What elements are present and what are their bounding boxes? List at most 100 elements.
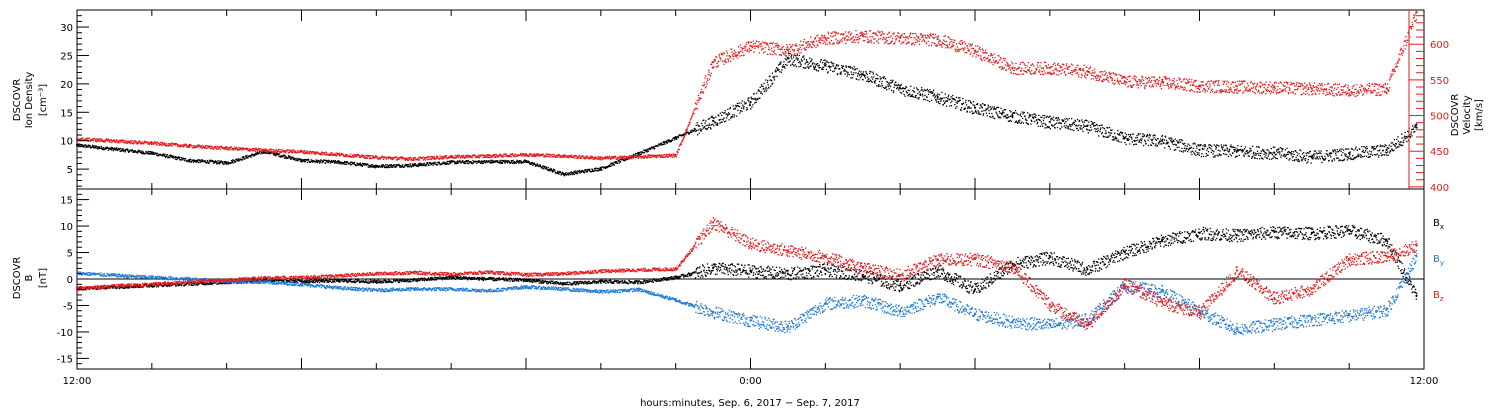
scatter-mark-ion-density <box>747 99 749 101</box>
scatter-mark-ion-density <box>1361 146 1363 148</box>
data-point-velocity-33 <box>1310 87 1313 90</box>
scatter-mark-velocity <box>118 139 120 141</box>
scatter-mark-velocity <box>664 156 666 158</box>
scatter-mark-velocity <box>552 153 554 156</box>
scatter-mark-velocity <box>77 137 79 140</box>
scatter-mark-velocity <box>701 89 703 91</box>
scatter-mark-ion-density <box>1356 149 1358 151</box>
scatter-mark-velocity <box>540 154 542 156</box>
scatter-mark-velocity <box>484 156 487 158</box>
scatter-mark-velocity <box>722 52 724 54</box>
scatter-mark-ion-density <box>306 159 308 161</box>
scatter-mark-ion-density <box>528 161 530 163</box>
scatter-mark-ion-density <box>1295 156 1297 159</box>
scatter-mark-velocity <box>582 157 584 159</box>
scatter-mark-velocity <box>772 54 774 56</box>
scatter-mark-velocity <box>751 47 753 49</box>
scatter-mark-ion-density <box>289 158 292 160</box>
scatter-mark-ion-density <box>1147 144 1150 147</box>
scatter-mark-ion-density <box>754 102 756 104</box>
scatter-mark-velocity <box>309 153 311 155</box>
scatter-mark-velocity <box>758 45 760 47</box>
scatter-mark-velocity <box>444 157 447 159</box>
scatter-mark-velocity <box>474 156 477 159</box>
scatter-mark-ion-density <box>85 145 87 147</box>
scatter-mark-ion-density <box>687 132 689 134</box>
scatter-mark-ion-density <box>480 161 482 163</box>
scatter-mark-ion-density <box>373 165 375 167</box>
scatter-mark-ion-density <box>359 162 361 164</box>
scatter-mark-ion-density <box>1206 154 1208 156</box>
scatter-mark-ion-density <box>904 95 906 97</box>
scatter-mark-velocity <box>239 148 241 151</box>
scatter-mark-ion-density <box>138 151 140 153</box>
scatter-mark-ion-density <box>387 165 389 168</box>
scatter-mark-ion-density <box>770 80 773 82</box>
scatter-mark-velocity <box>728 55 731 57</box>
scatter-mark-ion-density <box>1293 151 1295 153</box>
scatter-mark-ion-density <box>1102 126 1104 129</box>
scatter-mark-velocity <box>356 155 358 157</box>
scatter-mark-ion-density <box>1145 136 1148 138</box>
scatter-mark-velocity <box>191 145 193 147</box>
scatter-mark-velocity <box>128 140 130 143</box>
scatter-mark-ion-density <box>874 82 876 84</box>
scatter-mark-ion-density <box>1256 158 1258 160</box>
scatter-mark-ion-density <box>1394 144 1396 146</box>
scatter-mark-velocity <box>308 152 310 154</box>
scatter-mark-velocity <box>685 129 687 132</box>
scatter-mark-velocity <box>695 103 697 105</box>
scatter-mark-ion-density <box>1313 155 1315 157</box>
scatter-mark-ion-density <box>922 95 924 97</box>
scatter-mark-velocity <box>261 150 263 152</box>
scatter-mark-ion-density <box>681 135 683 137</box>
scatter-mark-ion-density <box>82 144 84 146</box>
scatter-mark-ion-density <box>875 78 877 80</box>
scatter-mark-ion-density <box>877 85 879 87</box>
scatter-mark-ion-density <box>447 160 449 163</box>
scatter-mark-velocity <box>422 156 424 158</box>
scatter-mark-ion-density <box>1022 122 1025 124</box>
scatter-mark-ion-density <box>966 110 968 112</box>
scatter-mark-velocity <box>743 45 746 48</box>
scatter-mark-ion-density <box>233 160 235 162</box>
scatter-mark-ion-density <box>406 164 408 166</box>
scatter-mark-ion-density <box>1328 152 1331 155</box>
scatter-mark-ion-density <box>119 147 122 150</box>
scatter-mark-velocity <box>445 155 447 158</box>
scatter-mark-ion-density <box>511 160 513 162</box>
scatter-mark-ion-density <box>1040 121 1042 123</box>
scatter-mark-ion-density <box>964 107 966 109</box>
scatter-mark-ion-density <box>550 168 553 170</box>
scatter-mark-ion-density <box>780 71 783 73</box>
scatter-mark-ion-density <box>599 169 601 171</box>
scatter-mark-velocity <box>457 156 460 158</box>
scatter-mark-ion-density <box>860 71 862 73</box>
scatter-mark-ion-density <box>958 100 960 102</box>
scatter-mark-ion-density <box>121 150 124 152</box>
scatter-mark-ion-density <box>1031 120 1033 122</box>
scatter-mark-velocity <box>169 143 171 146</box>
scatter-mark-ion-density <box>797 59 799 61</box>
scatter-mark-velocity <box>782 51 784 53</box>
scatter-mark-ion-density <box>1257 152 1259 155</box>
scatter-mark-ion-density <box>252 153 254 155</box>
scatter-mark-velocity <box>699 97 701 99</box>
scatter-mark-ion-density <box>244 157 246 159</box>
scatter-mark-velocity <box>495 153 497 155</box>
scatter-mark-ion-density <box>898 87 901 89</box>
scatter-mark-ion-density <box>1188 147 1190 149</box>
scatter-mark-velocity <box>154 141 156 143</box>
scatter-mark-ion-density <box>137 150 139 153</box>
scatter-mark-velocity <box>168 145 170 147</box>
scatter-mark-ion-density <box>1242 150 1244 152</box>
scatter-mark-ion-density <box>384 166 386 169</box>
scatter-mark-velocity <box>686 127 689 129</box>
scatter-mark-velocity <box>698 98 701 101</box>
scatter-mark-velocity <box>192 147 194 149</box>
scatter-mark-ion-density <box>268 152 270 154</box>
scatter-mark-ion-density <box>881 80 883 83</box>
scatter-mark-ion-density <box>151 153 154 155</box>
scatter-mark-ion-density <box>769 75 771 78</box>
scatter-mark-ion-density <box>503 159 505 162</box>
